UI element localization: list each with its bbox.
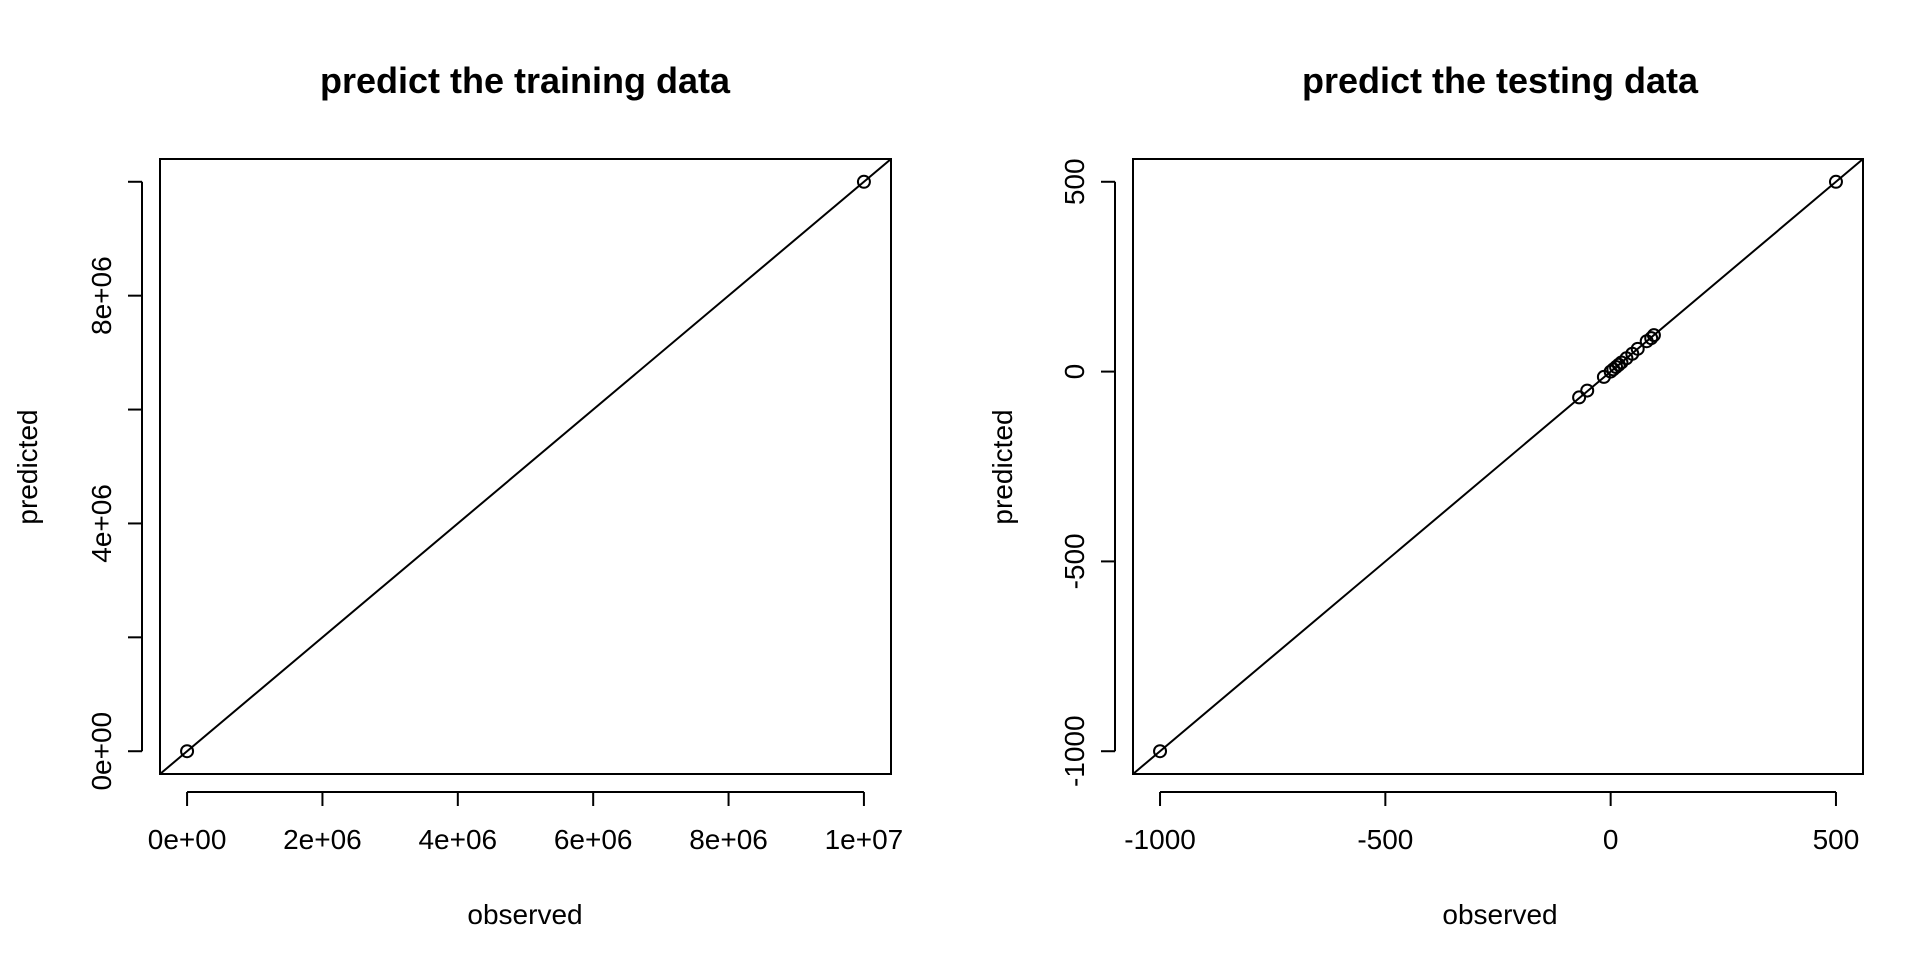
testing-panel: predict the testing data observed predic… — [987, 60, 1864, 930]
training-y-tick-label: 8e+06 — [86, 256, 117, 335]
testing-x-tick-label: 500 — [1813, 824, 1860, 855]
testing-ylabel: predicted — [987, 409, 1018, 524]
training-xlabel: observed — [467, 899, 582, 930]
testing-data-point — [1572, 390, 1587, 405]
testing-data-point — [1153, 744, 1168, 759]
testing-x-tick-label: 0 — [1603, 824, 1619, 855]
testing-data-point — [1828, 174, 1843, 189]
training-y-tick-label: 4e+06 — [86, 484, 117, 563]
testing-data-point — [1630, 341, 1645, 356]
testing-data-point — [1646, 328, 1661, 343]
testing-data-point — [1644, 331, 1659, 346]
testing-xlabel: observed — [1442, 899, 1557, 930]
testing-title: predict the testing data — [1302, 60, 1699, 101]
training-data-point — [856, 174, 871, 189]
training-x-tick-label: 4e+06 — [418, 824, 497, 855]
testing-reference-line — [1133, 159, 1863, 774]
training-data-point — [180, 744, 195, 759]
training-title: predict the training data — [320, 60, 731, 101]
training-x-tick-label: 0e+00 — [148, 824, 227, 855]
training-y-tick-label: 0e+00 — [86, 712, 117, 791]
testing-plot-frame — [1132, 158, 1864, 775]
testing-data-point — [1580, 383, 1595, 398]
training-x-tick-label: 2e+06 — [283, 824, 362, 855]
testing-x-tick-label: -500 — [1357, 824, 1413, 855]
training-panel: predict the training data observed predi… — [12, 60, 903, 930]
training-reference-line — [160, 159, 891, 774]
training-x-tick-label: 1e+07 — [825, 824, 904, 855]
testing-y-tick-label: -1000 — [1059, 715, 1090, 787]
training-plot-frame — [159, 158, 892, 775]
training-ylabel: predicted — [12, 409, 43, 524]
testing-x-tick-label: -1000 — [1124, 824, 1196, 855]
training-x-tick-label: 6e+06 — [554, 824, 633, 855]
testing-y-tick-label: 500 — [1059, 158, 1090, 205]
training-x-tick-label: 8e+06 — [689, 824, 768, 855]
testing-y-tick-label: 0 — [1059, 364, 1090, 380]
testing-y-tick-label: -500 — [1059, 533, 1090, 589]
